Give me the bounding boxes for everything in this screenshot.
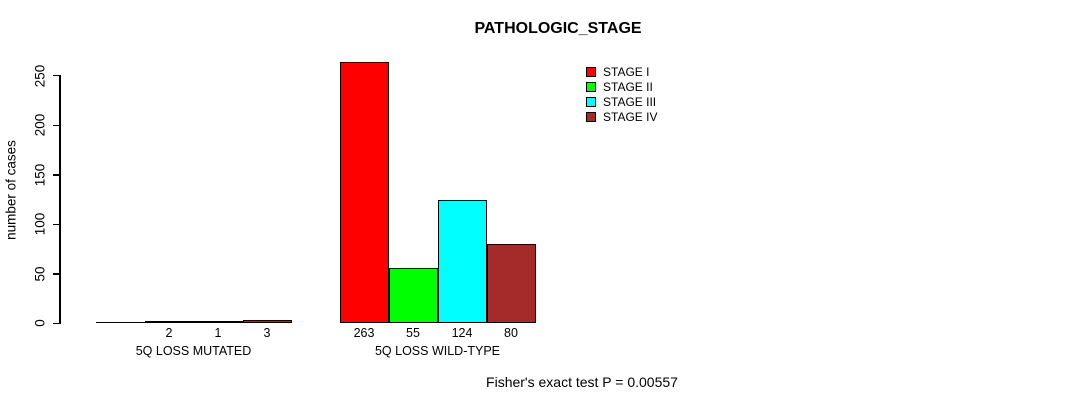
bar-value-label: 80: [504, 326, 518, 340]
legend-label: STAGE IV: [603, 109, 658, 124]
y-tick-label: 250: [32, 64, 48, 87]
legend: STAGE I STAGE II STAGE III STAGE IV: [586, 64, 657, 124]
y-tick-label: 50: [32, 266, 48, 282]
legend-row: STAGE III: [586, 94, 657, 109]
bar-value-label: 263: [353, 326, 375, 340]
legend-swatch-icon: [586, 81, 596, 92]
bar-stage-ii: [388, 267, 438, 323]
legend-label: STAGE III: [603, 94, 657, 109]
bar-stage-i: [339, 61, 389, 323]
legend-swatch-icon: [586, 96, 596, 107]
legend-swatch-icon: [586, 111, 596, 122]
y-tick-mark: [53, 223, 60, 226]
y-axis-label: number of cases: [3, 140, 19, 240]
y-tick-label: 150: [32, 163, 48, 187]
bar-stage-iv: [486, 243, 536, 323]
legend-swatch-icon: [586, 66, 596, 77]
bar-stage-ii: [144, 320, 194, 323]
bar-value-label: 55: [406, 326, 420, 340]
x-group-label: 5Q LOSS MUTATED: [135, 344, 252, 358]
y-tick-mark: [53, 273, 60, 275]
y-tick-label: 0: [32, 319, 48, 328]
bar-stage-iii: [193, 320, 243, 323]
y-tick-mark: [53, 124, 60, 126]
legend-label: STAGE I: [603, 64, 650, 79]
bar-stage-iv: [242, 319, 292, 323]
legend-label: STAGE II: [603, 79, 653, 94]
footnote: Fisher's exact test P = 0.00557: [486, 374, 678, 390]
y-tick-mark: [53, 74, 60, 77]
y-tick-label: 200: [32, 113, 48, 137]
y-tick-label: 100: [32, 213, 48, 236]
y-tick-mark: [53, 174, 60, 176]
y-axis-line: [59, 74, 61, 324]
bar-value-label: 3: [263, 326, 271, 340]
bar-value-label: 124: [451, 326, 473, 340]
legend-row: STAGE IV: [586, 109, 657, 124]
bar-value-label: 1: [214, 326, 222, 340]
chart-title: PATHOLOGIC_STAGE: [474, 20, 642, 37]
bar-stage-iii: [437, 199, 487, 323]
legend-row: STAGE II: [586, 79, 657, 94]
bar-value-label: 2: [165, 326, 173, 340]
x-group-label: 5Q LOSS WILD-TYPE: [374, 344, 501, 358]
legend-row: STAGE I: [586, 64, 657, 79]
y-tick-mark: [53, 322, 60, 325]
